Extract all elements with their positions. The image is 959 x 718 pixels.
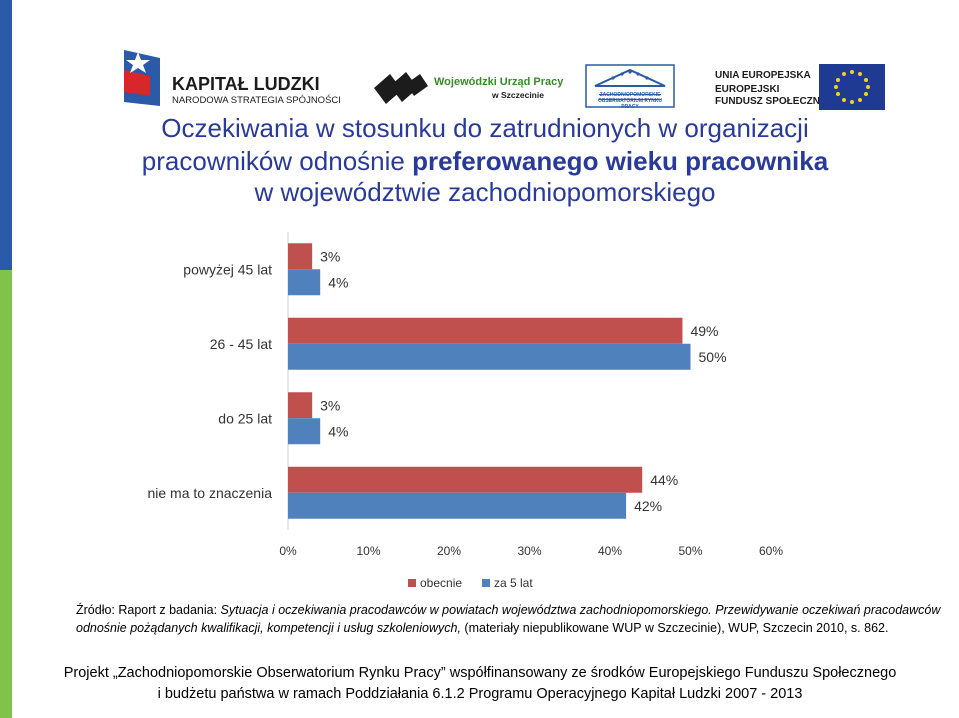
- legend-swatch: [408, 579, 416, 587]
- wup-name: Wojewódzki Urząd Pracy: [434, 76, 564, 88]
- category-label: do 25 lat: [218, 410, 272, 426]
- data-label: 50%: [699, 349, 727, 365]
- legend-swatch: [482, 579, 490, 587]
- x-tick-label: 50%: [678, 544, 702, 558]
- category-label: nie ma to znaczenia: [147, 485, 272, 501]
- data-label: 3%: [320, 397, 340, 413]
- source-suffix: (materiały niepublikowane WUP w Szczecin…: [464, 621, 889, 635]
- x-tick-label: 20%: [437, 544, 461, 558]
- data-label: 42%: [634, 498, 662, 514]
- wup-logo: Wojewódzki Urząd Pracy w Szczecinie: [372, 46, 563, 116]
- zorp-emblem-icon: [585, 64, 675, 108]
- legend-label: za 5 lat: [494, 576, 533, 590]
- footer-line-2: i budżetu państwa w ramach Poddziałania …: [157, 686, 803, 702]
- category-label: 26 - 45 lat: [210, 336, 272, 352]
- bar-obecnie: [288, 466, 643, 493]
- logo-bar: KAPITAŁ LUDZKI NARODOWA STRATEGIA SPÓJNO…: [110, 46, 890, 116]
- eu-line1: UNIA EUROPEJSKA: [715, 70, 811, 81]
- x-tick-label: 40%: [598, 544, 622, 558]
- x-tick-label: 0%: [279, 544, 297, 558]
- x-tick-label: 10%: [356, 544, 380, 558]
- footer: Projekt „Zachodniopomorskie Obserwatoriu…: [40, 663, 920, 705]
- title-line-1: Oczekiwania w stosunku do zatrudnionych …: [161, 113, 809, 143]
- bar-chart-svg: powyżej 45 lat 3% 4% 26 - 45 lat 49% 50% do 25…: [147, 232, 783, 590]
- footer-line-1: Projekt „Zachodniopomorskie Obserwatoriu…: [63, 665, 897, 681]
- bar-obecnie: [288, 392, 313, 419]
- chart: powyżej 45 lat 3% 4% 26 - 45 lat 49% 50% do 25…: [0, 230, 959, 600]
- source-report-title: Sytuacja i oczekiwania pracodawców w pow…: [76, 603, 941, 635]
- zorp-logo: ZACHODNIOPOMORSKIE OBSERWATORIUM RYNKU P…: [585, 46, 675, 116]
- bar-obecnie: [288, 243, 313, 270]
- side-decoration: [0, 0, 12, 718]
- title-line-2-bold: preferowanego wieku pracownika: [412, 146, 829, 176]
- side-decoration-blue: [0, 0, 12, 270]
- source-note: Źródło: Raport z badania: Sytuacja i ocz…: [76, 601, 946, 637]
- legend-label: obecnie: [420, 576, 462, 590]
- title-line-2-normal: pracowników odnośnie: [141, 146, 405, 176]
- eu-line2: EUROPEJSKI: [715, 84, 780, 95]
- data-label: 49%: [690, 323, 718, 339]
- category-label: powyżej 45 lat: [183, 261, 272, 277]
- eu-line3: FUNDUSZ SPOŁECZNY: [715, 96, 827, 107]
- source-prefix: Źródło: Raport z badania:: [76, 603, 218, 617]
- title-line-2: pracowników odnośnie preferowanego wieku…: [60, 145, 910, 177]
- kapital-ludzki-logo: KAPITAŁ LUDZKI NARODOWA STRATEGIA SPÓJNO…: [120, 46, 341, 116]
- kapital-ludzki-name: KAPITAŁ LUDZKI: [172, 74, 320, 94]
- bar-obecnie: [288, 317, 683, 344]
- x-tick-label: 30%: [517, 544, 541, 558]
- data-label: 3%: [320, 248, 340, 264]
- eu-logo: UNIA EUROPEJSKA EUROPEJSKI FUNDUSZ SPOŁE…: [715, 46, 890, 116]
- bar-za-5-lat: [288, 343, 691, 370]
- title-line-3: w województwie zachodniopomorskiego: [254, 177, 716, 207]
- data-label: 4%: [328, 423, 348, 439]
- bar-za-5-lat: [288, 418, 321, 445]
- zorp-name: ZACHODNIOPOMORSKIE OBSERWATORIUM RYNKU P…: [598, 92, 662, 110]
- wup-city: w Szczecinie: [492, 90, 544, 100]
- x-tick-label: 60%: [759, 544, 783, 558]
- kapital-ludzki-emblem-icon: [124, 50, 160, 106]
- data-label: 44%: [650, 472, 678, 488]
- side-decoration-green: [0, 270, 12, 718]
- eu-flag-icon: [819, 64, 885, 110]
- kapital-ludzki-subtitle: NARODOWA STRATEGIA SPÓJNOŚCI: [172, 95, 341, 106]
- data-label: 4%: [328, 274, 348, 290]
- wup-emblem-icon: [374, 72, 428, 104]
- bar-za-5-lat: [288, 269, 321, 296]
- bar-za-5-lat: [288, 492, 627, 519]
